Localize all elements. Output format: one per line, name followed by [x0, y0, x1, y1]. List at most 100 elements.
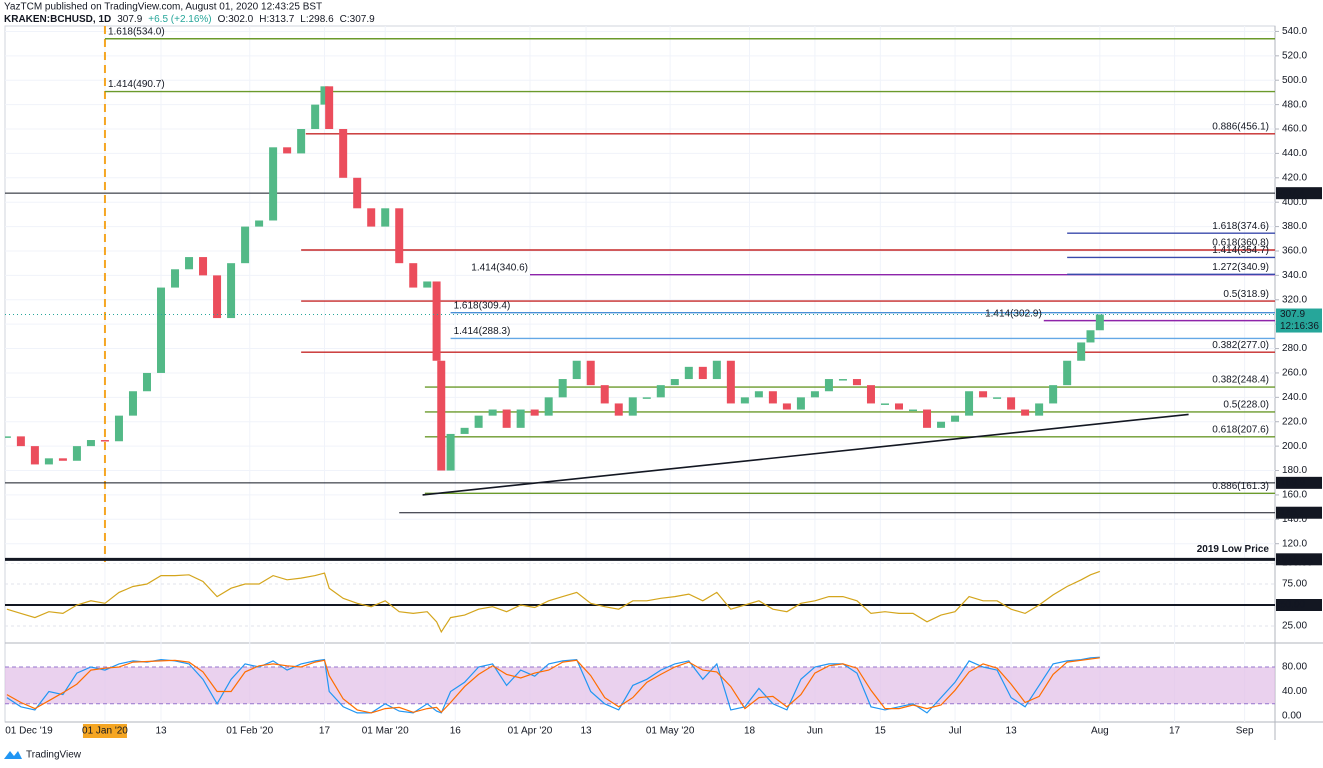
rsi-line: [6, 570, 1101, 634]
y-tick-label: 200.0: [1282, 441, 1307, 452]
level-badge-label: 407.4: [1280, 188, 1305, 199]
x-tick-label: Sep: [1236, 726, 1254, 737]
candle: [171, 269, 180, 288]
rsi-pane: [5, 563, 1275, 634]
level-label: 1.414(490.7): [108, 79, 165, 90]
candle: [937, 421, 946, 428]
rsi-tick-label: 75.00: [1282, 579, 1307, 590]
ohlc-value: 298.6: [309, 14, 334, 25]
candle: [142, 372, 151, 392]
brand: TradingView: [26, 750, 82, 761]
x-tick-label: 01 Mar '20: [362, 726, 409, 737]
candle: [642, 397, 651, 399]
y-tick-label: 220.0: [1282, 416, 1307, 427]
y-tick-label: 280.0: [1282, 343, 1307, 354]
ohlc-value: 302.0: [228, 14, 253, 25]
grid: [5, 26, 1275, 722]
level-label: 1.618(374.6): [1212, 221, 1269, 232]
candle: [530, 409, 539, 416]
candle: [432, 281, 441, 361]
candle: [255, 220, 264, 227]
symbol: KRAKEN:BCHUSD, 1D: [4, 14, 111, 25]
candle: [1086, 330, 1095, 343]
candle: [72, 446, 81, 461]
y-tick-label: 500.0: [1282, 75, 1307, 86]
countdown: 12:16:36: [1280, 321, 1319, 332]
level-label: 1.414(288.3): [454, 326, 511, 337]
candle: [339, 129, 348, 178]
ohlc-value: 313.7: [269, 14, 294, 25]
candle: [1021, 409, 1030, 416]
candle: [965, 391, 974, 416]
symbol-info: KRAKEN:BCHUSD, 1D 307.9 +6.5 (+2.16%) O:302…: [4, 14, 375, 25]
x-tick-label: Jun: [807, 726, 823, 737]
ohlc-value: 307.9: [350, 14, 375, 25]
candle: [1035, 403, 1044, 416]
candle: [1063, 360, 1072, 386]
level-badge: [1276, 506, 1322, 519]
x-tick-label: Jul: [949, 726, 962, 737]
x-tick-label: 01 May '20: [646, 726, 695, 737]
candle: [269, 147, 278, 221]
x-tick-label: 01 Jan '20: [82, 726, 128, 737]
candle: [1007, 397, 1016, 410]
level-label: 0.618(360.8): [1212, 238, 1269, 249]
stoch-pane: [5, 656, 1275, 714]
tradingview-logo: TradingView: [4, 750, 82, 761]
candle: [353, 177, 362, 209]
level-badge: [1276, 476, 1322, 489]
candle: [894, 403, 903, 410]
stoch-tick-label: 40.00: [1282, 686, 1307, 697]
level-label: 0.618(207.6): [1212, 425, 1269, 436]
y-tick-label: 460.0: [1282, 124, 1307, 135]
candle: [381, 208, 390, 227]
candle: [213, 275, 222, 319]
ohlc-key: O:: [218, 14, 229, 25]
candle: [656, 385, 665, 398]
y-tick-label: 420.0: [1282, 172, 1307, 183]
candle: [712, 360, 721, 380]
x-tick-label: 01 Dec '19: [5, 726, 53, 737]
stoch-tick-label: 80.00: [1282, 662, 1307, 673]
candle: [993, 397, 1002, 399]
y-tick-label: 320.0: [1282, 294, 1307, 305]
x-tick-label: 01 Feb '20: [226, 726, 273, 737]
candle: [460, 427, 469, 434]
candle: [437, 360, 446, 471]
candle: [157, 287, 166, 373]
candle: [880, 403, 889, 405]
ohlc-key: C:: [340, 14, 350, 25]
candle: [544, 397, 553, 416]
candle: [227, 263, 236, 319]
level-label: 0.382(277.0): [1212, 340, 1269, 351]
candle: [810, 391, 819, 398]
axes: 120.0 140.0 160.0 180.0 200.0 220.0 240.0 260.0…: [5, 26, 1322, 738]
candle: [951, 415, 960, 422]
candle: [502, 409, 511, 428]
candle: [44, 458, 53, 465]
candle: [367, 208, 376, 227]
candle: [586, 360, 595, 386]
x-tick-label: 17: [1169, 726, 1181, 737]
level-label: 0.886(456.1): [1212, 121, 1269, 132]
candle: [16, 436, 25, 447]
level-badge-label: 107.2: [1280, 554, 1305, 565]
candle: [86, 440, 95, 447]
candle: [297, 129, 306, 154]
y-tick-label: 480.0: [1282, 99, 1307, 110]
candle: [114, 415, 123, 442]
level-badge-label: 169.9: [1280, 477, 1305, 488]
level-label: 0.5(228.0): [1223, 400, 1269, 411]
y-tick-label: 140.0: [1282, 514, 1307, 525]
logo-icon: [4, 751, 22, 759]
candle: [199, 257, 208, 276]
candle: [128, 391, 137, 416]
ohlc-key: H:: [259, 14, 269, 25]
candle: [58, 458, 67, 461]
level-label: 0.382(248.4): [1212, 375, 1269, 386]
y-tick-label: 380.0: [1282, 221, 1307, 232]
countdown-badge: [1276, 320, 1322, 333]
candle: [488, 409, 497, 416]
candle: [423, 281, 432, 288]
